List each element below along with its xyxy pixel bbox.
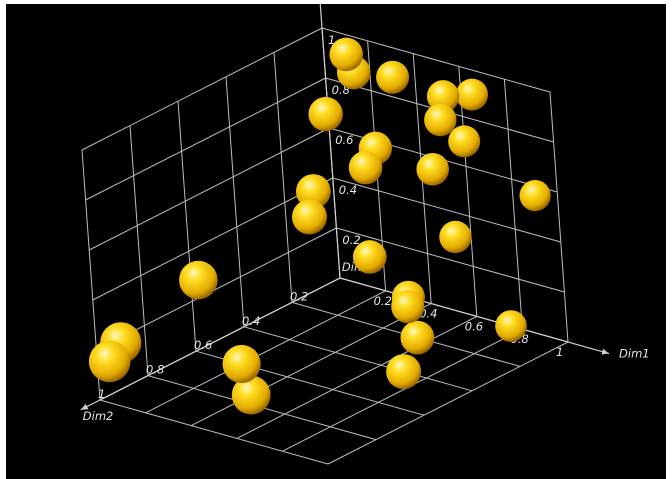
grid-line <box>243 326 473 392</box>
y-tick-label: 0.8 <box>146 363 164 377</box>
plot-area: 0.20.40.60.810.20.40.60.810.20.40.60.81D… <box>6 0 666 479</box>
z-tick-label: 0.2 <box>342 233 360 247</box>
grid-line <box>145 290 386 414</box>
data-point <box>352 240 387 274</box>
x-axis-arrow-head <box>601 348 610 355</box>
tick-labels: 0.20.40.60.810.20.40.60.810.20.40.60.81D… <box>83 33 650 423</box>
grid-line <box>85 77 326 201</box>
grid-line <box>236 315 478 439</box>
data-point <box>222 344 261 384</box>
data-point <box>416 153 450 186</box>
data-points <box>88 37 551 415</box>
y-tick-label: 0.6 <box>194 338 212 352</box>
x-tick-label: 0.2 <box>374 294 392 308</box>
y-axis-arrow <box>80 277 341 411</box>
grid-line <box>321 27 551 93</box>
data-point <box>426 80 460 113</box>
data-point <box>424 103 457 137</box>
x-axis-arrow <box>339 277 610 355</box>
data-point <box>291 199 327 235</box>
data-point <box>519 180 551 212</box>
scatter-3d-chart: 0.20.40.60.810.20.40.60.810.20.40.60.81D… <box>80 0 650 465</box>
data-point <box>456 78 488 111</box>
y-axis-arrow-head <box>80 403 89 410</box>
grid-line <box>92 177 334 301</box>
z-axis-line <box>319 0 341 279</box>
grid-line <box>332 177 561 243</box>
grid-line <box>549 91 569 343</box>
x-tick-label: 1 <box>556 345 563 359</box>
grid-line <box>129 125 149 376</box>
data-point <box>348 150 383 185</box>
y-tick-label: 1 <box>98 387 105 401</box>
z-tick-label: 0.4 <box>339 183 357 197</box>
z-tick-label: 0.6 <box>335 133 353 147</box>
y-tick-label: 0.2 <box>290 289 308 303</box>
grid-line <box>458 66 478 317</box>
axes <box>80 0 610 411</box>
y-tick-label: 0.4 <box>242 314 260 328</box>
grid-line <box>225 76 245 327</box>
data-point <box>439 220 472 254</box>
data-point <box>386 354 422 390</box>
data-point <box>448 125 481 158</box>
grid-line <box>503 79 523 330</box>
x-axis-label: Dim1 <box>619 347 650 361</box>
grid-line <box>273 52 293 303</box>
data-point <box>88 340 131 383</box>
z-tick-label: 1 <box>328 33 335 47</box>
data-point <box>495 310 527 342</box>
data-point <box>179 260 218 300</box>
data-point <box>400 320 435 355</box>
grid-line <box>336 227 565 293</box>
grid-line <box>282 328 523 452</box>
data-point <box>391 289 425 324</box>
y-axis-label: Dim2 <box>83 409 114 423</box>
data-point <box>376 60 410 94</box>
data-point <box>329 37 364 72</box>
grid-line <box>88 127 330 251</box>
x-tick-label: 0.6 <box>465 319 483 333</box>
grid-floor <box>99 277 569 465</box>
data-point <box>231 375 271 415</box>
grid-line <box>327 341 569 465</box>
data-point <box>308 96 343 132</box>
grid-line <box>190 303 432 427</box>
grid-line <box>99 399 329 465</box>
grid-line <box>81 27 323 151</box>
grid-line <box>177 101 197 352</box>
